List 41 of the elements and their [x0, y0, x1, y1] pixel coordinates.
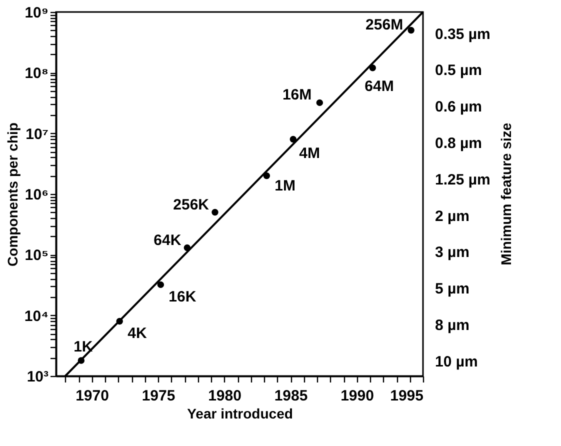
text: 1.25 µm — [435, 171, 490, 188]
annotation: 1K — [74, 338, 93, 356]
text: 0.6 µm — [435, 98, 482, 116]
text: 0.5 µm — [435, 62, 482, 80]
text: 3 µm — [435, 244, 470, 262]
annotation: 4K — [128, 325, 147, 342]
point — [408, 26, 414, 34]
point — [316, 99, 324, 106]
text: 10 µm — [435, 353, 478, 370]
y-tick-label: 10⁷ — [26, 126, 48, 143]
y-axis-title: Components per chip — [4, 122, 20, 266]
point — [157, 281, 164, 288]
x-tick-label: 1990 — [340, 388, 374, 404]
annotation: 256K — [173, 196, 210, 214]
y-tick-label: 10⁴ — [24, 308, 48, 325]
point — [212, 208, 218, 216]
text: 2 µm — [435, 208, 470, 225]
annotation: 1M — [274, 178, 296, 195]
text: 5 µm — [435, 280, 470, 298]
x-tick-label: 1975 — [142, 388, 176, 404]
annotation: 256M — [366, 16, 404, 34]
text: 8 µm — [435, 317, 470, 334]
text: Minimum feature size — [498, 122, 514, 266]
y-tick-label: 10⁸ — [24, 65, 48, 82]
text: 0.35 µm — [435, 26, 490, 43]
x-tick-label: 1985 — [274, 388, 308, 404]
annotation: 4M — [299, 145, 320, 162]
x-tick-label: 1995 — [390, 388, 424, 404]
y-tick-label: 10³ — [26, 368, 48, 386]
y-tick-label: 10⁶ — [24, 186, 48, 204]
annotation: 16K — [168, 288, 196, 306]
text: 0.8 µm — [435, 135, 482, 152]
x-axis-title: Year introduced — [187, 406, 293, 422]
annotation: 64K — [154, 232, 182, 249]
point — [290, 136, 297, 143]
x-tick-label: 1970 — [76, 388, 109, 404]
y-tick-label: 10⁹ — [24, 4, 48, 22]
x-tick-label: 1980 — [208, 388, 242, 404]
annotation: 16M — [282, 86, 312, 104]
y-tick-label: 10⁵ — [24, 247, 48, 264]
annotation: 64M — [364, 78, 394, 95]
